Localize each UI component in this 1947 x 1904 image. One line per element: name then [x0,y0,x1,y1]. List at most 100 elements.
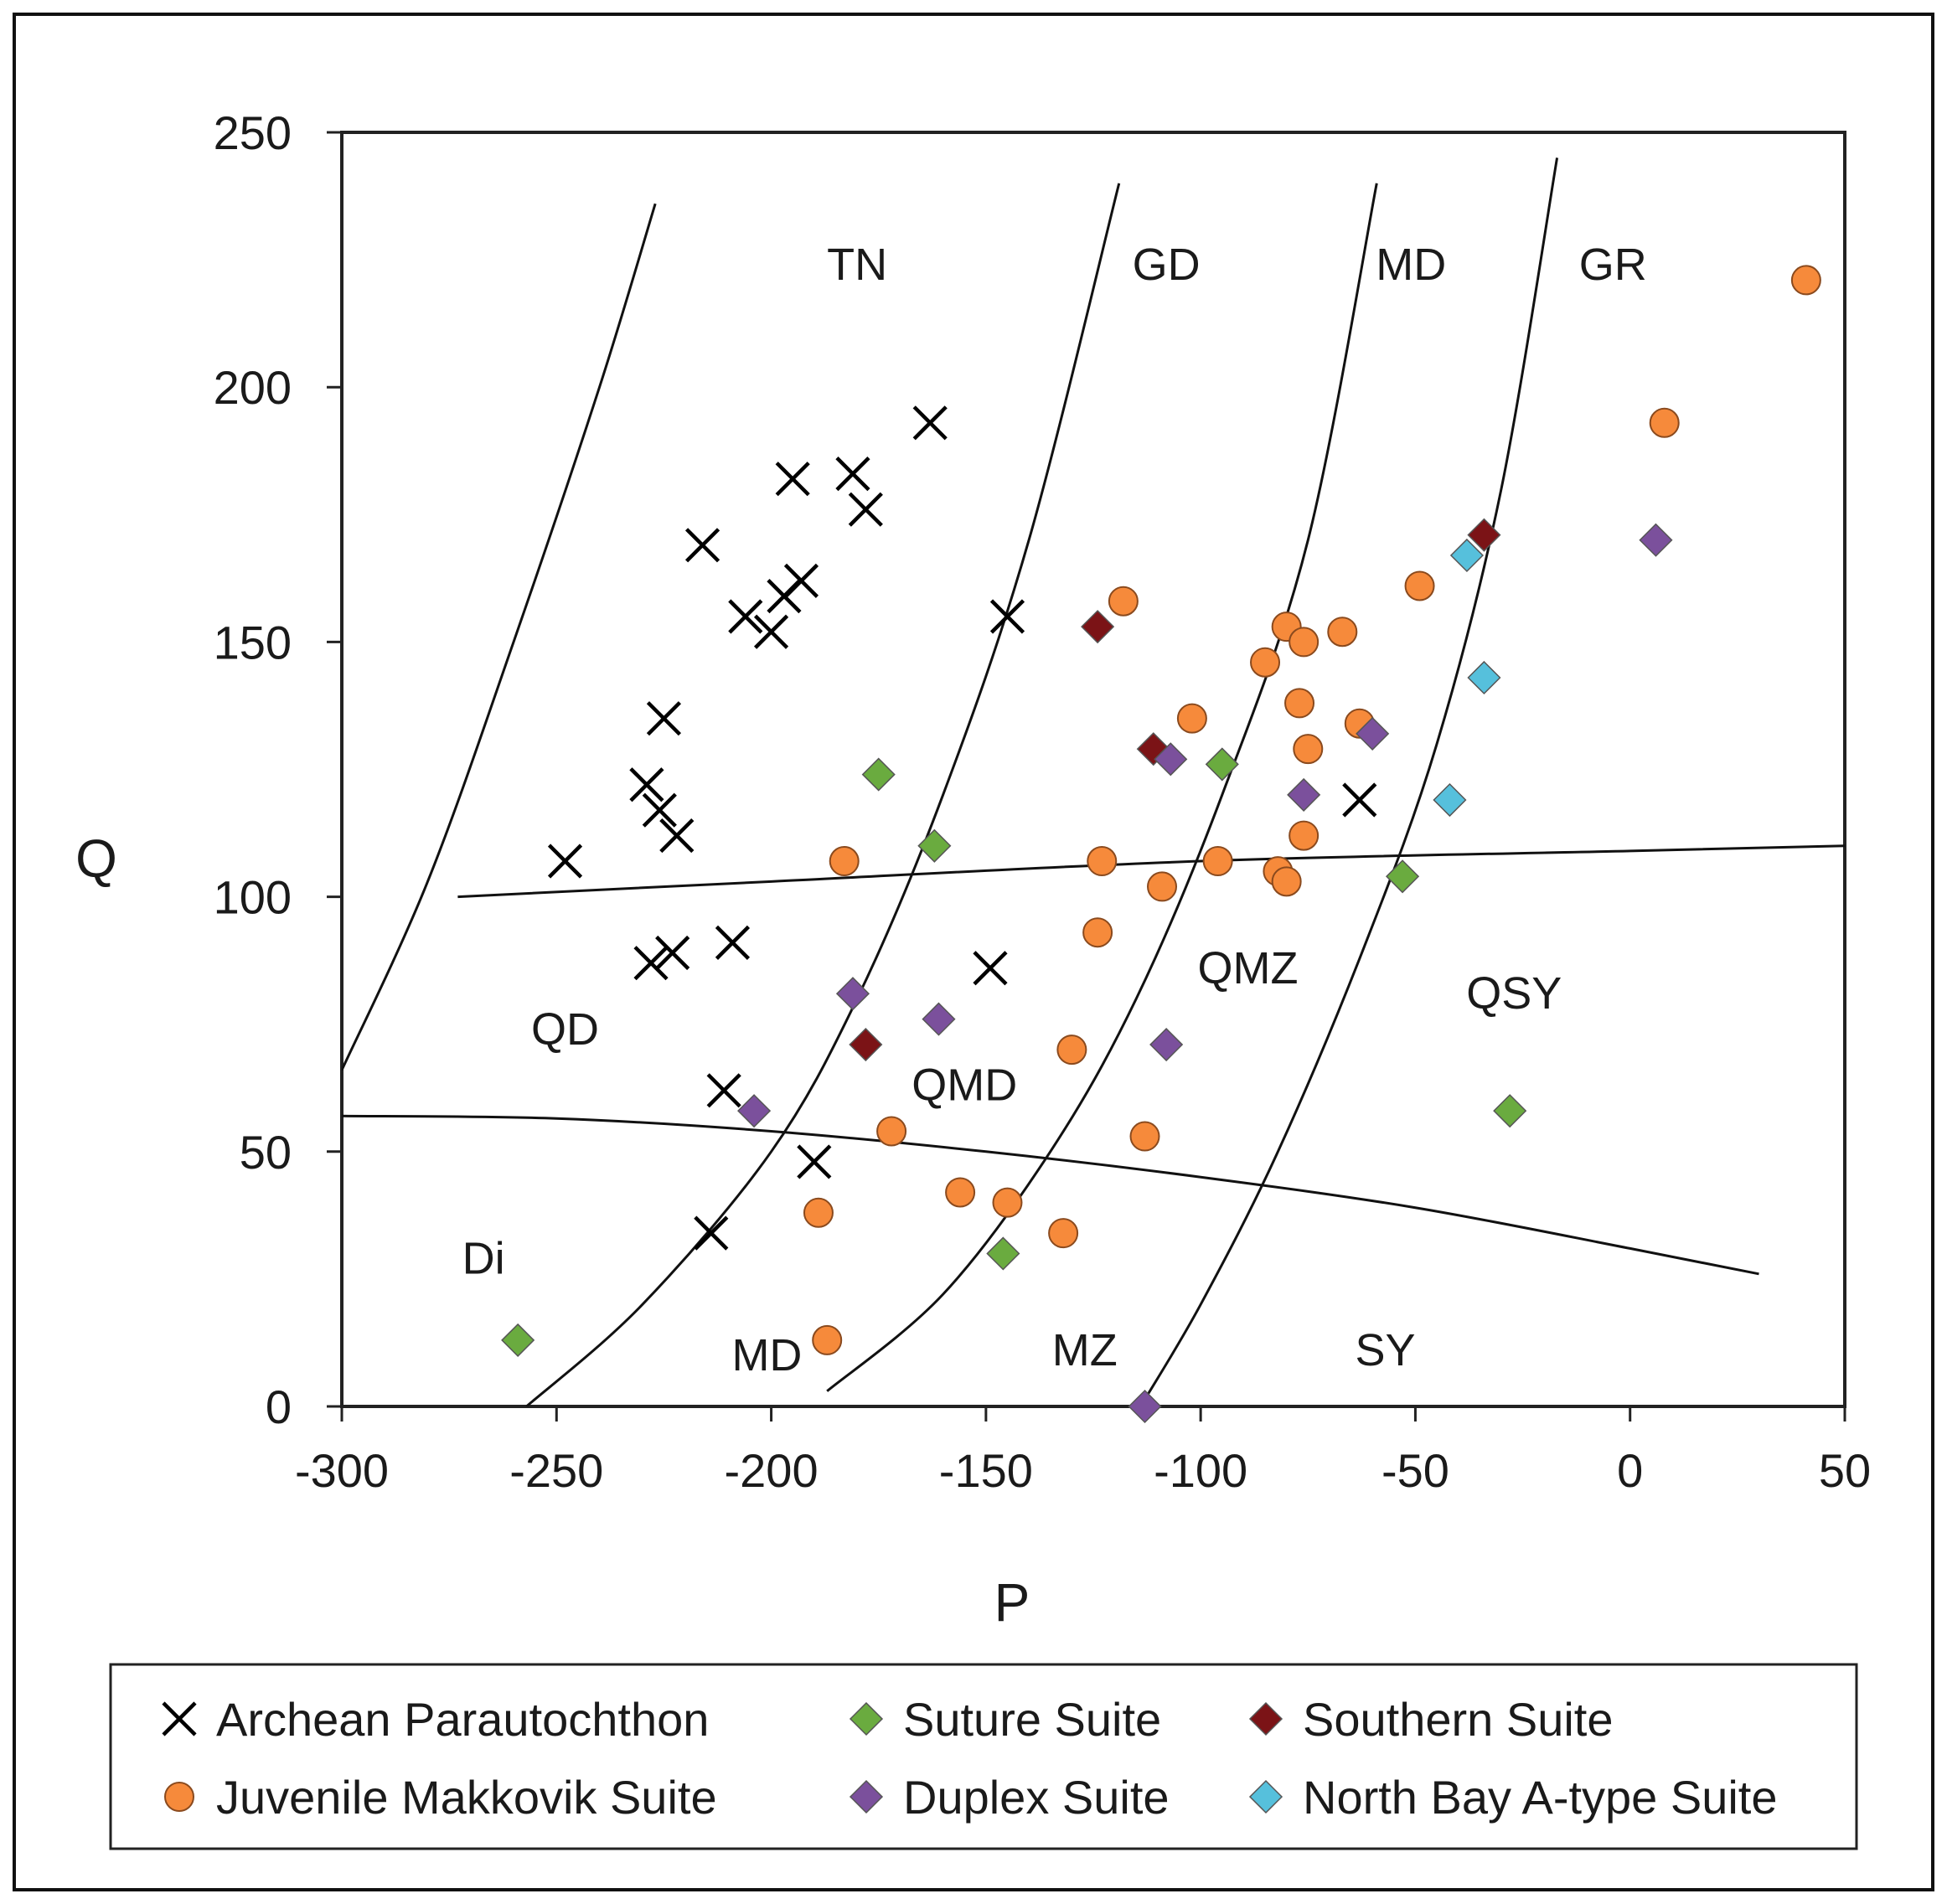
data-point [1289,820,1320,851]
series-suture-suite [501,747,1527,1357]
data-point [917,828,952,863]
data-point [642,792,677,828]
data-point [1342,782,1377,818]
data-point [835,457,870,492]
legend-label: Juvenile Makkovik Suite [216,1771,717,1824]
region-label-gd: GD [1133,240,1201,290]
series-archean-parautochthon [547,405,1377,1251]
data-point [1128,1389,1162,1424]
data-point [684,528,720,563]
data-point [922,1002,956,1036]
tn-left-boundary [342,203,657,1071]
data-point [1433,782,1467,818]
data-point [694,1215,729,1251]
series-juvenile-makkovik-suite [803,265,1821,1355]
legend-box [109,1663,1858,1850]
x-axis-title: P [994,1572,1030,1633]
y-tick-label: 200 [214,361,292,414]
gd-md-boundary [826,183,1378,1392]
data-points [501,265,1821,1424]
legend-marker-north-bay-a-type-suite [1248,1779,1283,1814]
data-point [706,1073,741,1108]
y-tick-label: 0 [266,1380,292,1433]
data-point [992,1187,1023,1218]
data-point [1790,265,1821,296]
data-point [989,599,1025,634]
data-point [1449,538,1484,573]
data-point [1154,742,1188,777]
data-point [633,946,669,981]
x-tick-label: -100 [1154,1444,1247,1497]
data-point [1356,716,1390,751]
data-point [1082,917,1113,948]
data-point [646,701,682,736]
x-tick-label: -200 [725,1444,819,1497]
y-tick-label: 100 [214,871,292,924]
data-point [812,1324,843,1355]
y-tick-label: 250 [214,106,292,159]
legend-label: North Bay A-type Suite [1303,1771,1778,1824]
data-point [1467,518,1501,552]
region-label-qmd: QMD [912,1060,1017,1111]
data-point [1202,846,1233,877]
data-point [1649,407,1680,438]
x-tick-label: -300 [295,1444,389,1497]
region-label-md: MD [731,1330,802,1380]
legend: Archean Parautochthon Suture Suite Souther… [162,1693,1778,1824]
region-label-qmz: QMZ [1198,943,1299,993]
upper-horizontal-boundary [457,844,1845,899]
region-label-md: MD [1376,240,1446,290]
data-point [1293,734,1324,765]
data-point [1250,647,1281,678]
data-point [1327,617,1358,648]
data-point [861,757,896,792]
data-point [655,935,690,971]
plot-area [340,131,1846,1408]
x-tick-label: -250 [509,1444,603,1497]
data-point [876,1116,907,1147]
y-tick-label: 150 [214,616,292,668]
legend-marker-archean-parautochthon [162,1701,197,1736]
data-point [1404,570,1435,601]
lower-horizontal-boundary [342,1114,1759,1276]
data-point [803,1197,834,1228]
tn-gd-boundary [525,183,1121,1406]
axis-ticks: -300 -250 -200 -150 -100 -50 0 50 0 50 100 150 200 25… [214,106,1872,1497]
data-point [848,492,883,527]
legend-marker-duplex-suite [849,1779,884,1814]
data-point [659,818,695,854]
data-point [1467,660,1501,695]
x-tick-label: 50 [1819,1444,1871,1497]
data-point [1205,747,1239,782]
data-point [973,951,1008,986]
data-point [1284,688,1315,719]
data-point [1056,1035,1087,1066]
region-label-tn: TN [827,240,887,290]
data-point [1385,859,1420,894]
region-label-mz: MZ [1052,1325,1118,1375]
data-point [1176,703,1207,734]
x-tick-label: -50 [1381,1444,1449,1497]
data-point [1287,777,1321,812]
data-point [1147,871,1178,902]
region-label-di: Di [462,1234,505,1284]
region-label-qsy: QSY [1466,968,1562,1019]
data-point [1087,846,1118,877]
legend-label: Duplex Suite [903,1771,1170,1824]
field-labels: TN GD MD GR QD QMD QMZ QSY Di MD MZ SY [462,240,1647,1380]
data-point [753,614,789,649]
data-point [986,1236,1020,1271]
data-point [1149,1027,1184,1062]
data-point [1081,610,1115,644]
region-label-qd: QD [531,1004,599,1055]
legend-label: Archean Parautochthon [216,1693,709,1746]
series-duplex-suite [737,523,1673,1424]
legend-marker-southern-suite [1248,1701,1283,1736]
data-point [1639,523,1673,557]
legend-label: Suture Suite [903,1693,1161,1746]
data-point [1271,866,1302,897]
series-north-bay-a-type-suite [1433,538,1501,818]
data-point [783,563,819,598]
figure-frame [13,13,1934,1891]
